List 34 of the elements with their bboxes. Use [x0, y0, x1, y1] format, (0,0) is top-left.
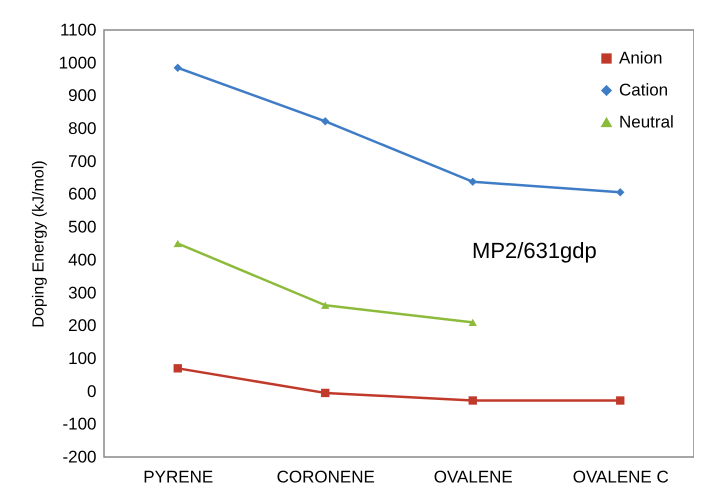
- annotation: MP2/631gdp: [472, 238, 597, 263]
- point: [321, 117, 330, 126]
- y-tick-label: 700: [68, 152, 96, 171]
- x-tick-label: OVALENE C: [572, 468, 669, 486]
- x-tick-label: OVALENE: [434, 468, 513, 486]
- y-tick-label: 900: [68, 86, 96, 106]
- y-tick-label: 300: [68, 283, 96, 302]
- y-tick-label: 600: [68, 184, 96, 204]
- y-tick-label: 1100: [60, 20, 96, 40]
- point: [468, 178, 477, 186]
- point: [468, 318, 477, 326]
- y-tick-label: 1000: [58, 53, 96, 72]
- point: [468, 396, 477, 405]
- point: [174, 240, 182, 248]
- point: [616, 188, 624, 196]
- legend-label: Neutral: [619, 112, 674, 132]
- x-tick-label: PYRENE: [143, 468, 214, 486]
- y-tick-label: 500: [68, 218, 96, 237]
- point: [321, 388, 330, 398]
- y-tick-label: 100: [68, 348, 96, 368]
- legend-label: Anion: [619, 48, 662, 68]
- point: [321, 302, 330, 309]
- point: [174, 64, 182, 72]
- x-tick-label: CORONENE: [276, 468, 375, 486]
- point: [616, 396, 624, 405]
- y-tick-label: 400: [68, 250, 96, 270]
- y-tick-label: -200: [62, 448, 96, 466]
- legend-label: Cation: [619, 80, 668, 100]
- y-tick-label: -100: [62, 414, 96, 434]
- y-axis-title: Doping Energy (kJ/mol): [30, 160, 48, 328]
- y-tick-label: 0: [87, 382, 96, 401]
- point: [174, 364, 182, 372]
- y-tick-label: 800: [68, 119, 96, 138]
- y-tick-label: 200: [68, 316, 96, 336]
